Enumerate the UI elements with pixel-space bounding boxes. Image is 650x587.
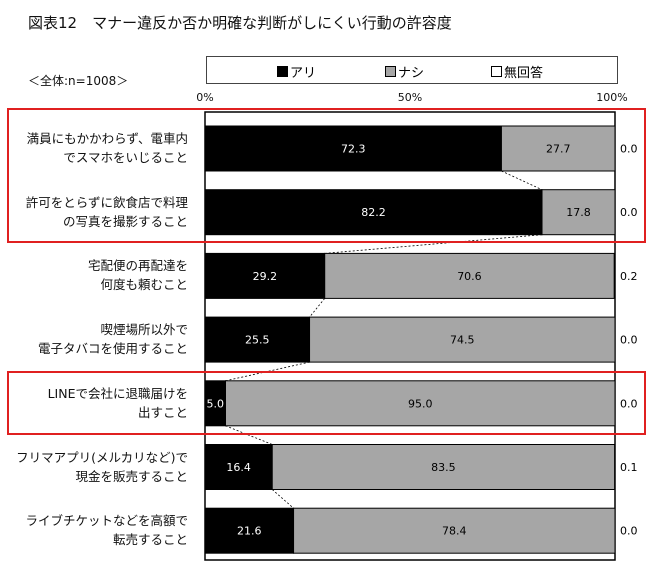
category-label-line: でスマホをいじること <box>63 150 188 165</box>
data-label: 21.6 <box>237 525 262 538</box>
bar-nashi <box>271 444 616 490</box>
category-label: 満員にもかかわらず、電車内でスマホをいじること <box>10 129 188 167</box>
connector-line <box>324 234 543 254</box>
legend-label: アリ <box>290 66 317 81</box>
data-label: 83.5 <box>431 461 456 474</box>
x-tick: 50% <box>397 91 423 104</box>
data-label-no-answer: 0.0 <box>620 397 638 410</box>
category-label-line: 宅配便の再配達を <box>87 258 188 274</box>
data-label-no-answer: 0.0 <box>620 143 638 156</box>
category-label-line: の写真を撮影すること <box>62 213 188 229</box>
legend: アリ ナシ 無回答 <box>206 56 618 84</box>
legend-swatch <box>277 66 288 77</box>
data-label-no-answer: 0.0 <box>620 206 638 219</box>
legend-item-ari: アリ <box>277 62 316 81</box>
data-label-no-answer: 0.0 <box>620 334 638 347</box>
x-tick: 0% <box>196 91 214 104</box>
bar-ari <box>204 507 295 554</box>
legend-label: ナシ <box>398 66 425 81</box>
data-label: 25.5 <box>245 334 270 347</box>
data-label: 82.2 <box>361 206 386 219</box>
connector-line <box>309 298 326 318</box>
bar-ari <box>204 125 502 172</box>
data-label-no-answer: 0.0 <box>620 525 638 538</box>
connector-line <box>225 425 273 445</box>
data-label: 17.8 <box>566 206 591 219</box>
bar-nashi <box>293 507 616 554</box>
category-label: 喫煙場所以外で電子タバコを使用すること <box>10 320 188 358</box>
category-label-line: 電子タバコを使用すること <box>37 341 188 357</box>
category-label-line: 満員にもかかわらず、電車内 <box>26 131 188 146</box>
data-label-no-answer: 0.2 <box>620 270 638 283</box>
category-label: 宅配便の再配達を何度も頼むこと <box>10 256 188 294</box>
bar-ari <box>204 252 326 299</box>
connector-line <box>271 489 294 509</box>
bar-nashi <box>500 125 616 172</box>
category-label: ライブチケットなどを高額で転売すること <box>10 511 188 549</box>
data-label: 27.7 <box>546 143 571 156</box>
legend-label: 無回答 <box>504 66 544 81</box>
data-label: 72.3 <box>341 143 366 156</box>
connector-line <box>501 170 543 191</box>
highlight-box <box>7 371 646 435</box>
data-label: 78.4 <box>442 525 467 538</box>
category-label: 許可をとらずに飲食店で料理の写真を撮影すること <box>10 193 188 231</box>
x-tick: 100% <box>596 91 628 104</box>
data-label: 95.0 <box>408 397 433 410</box>
data-label: 16.4 <box>226 461 251 474</box>
data-label-no-answer: 0.1 <box>620 461 638 474</box>
data-label: 29.2 <box>253 270 278 283</box>
bar-nashi <box>541 189 616 236</box>
bar-ari <box>204 316 311 363</box>
category-label-line: 出すこと <box>137 404 188 420</box>
category-label-line: フリマアプリ(メルカリなど)で <box>16 449 188 465</box>
data-label: 70.6 <box>457 270 482 283</box>
data-label: 74.5 <box>450 334 475 347</box>
chart-title: 図表12 マナー違反か否か明確な判断がしにくい行動の許容度 <box>28 14 452 32</box>
category-label-line: 現金を販売すること <box>75 468 188 484</box>
category-label-line: 何度も頼むこと <box>100 277 188 293</box>
bar-ari <box>204 444 273 490</box>
category-label: LINEで会社に退職届けを出すこと <box>10 384 188 422</box>
sample-size: ＜全体:n=1008＞ <box>28 74 129 88</box>
bar-nashi <box>309 316 616 363</box>
data-label: 5.0 <box>207 397 225 410</box>
bar-ari <box>204 189 543 236</box>
category-label-line: 喫煙場所以外で <box>100 322 188 338</box>
legend-swatch <box>491 66 502 77</box>
bar-nashi <box>225 380 616 427</box>
category-label-line: ライブチケットなどを高額で <box>25 513 188 529</box>
highlight-box <box>7 108 646 243</box>
category-label-line: 転売すること <box>112 532 188 548</box>
category-label: フリマアプリ(メルカリなど)で現金を販売すること <box>10 448 188 486</box>
bar-nashi <box>324 252 615 299</box>
category-label-line: 許可をとらずに飲食店で料理 <box>25 194 188 210</box>
legend-item-no-answer: 無回答 <box>491 62 543 81</box>
category-label-line: LINEで会社に退職届けを <box>47 385 188 401</box>
legend-swatch <box>385 66 396 77</box>
legend-item-nashi: ナシ <box>385 62 424 81</box>
